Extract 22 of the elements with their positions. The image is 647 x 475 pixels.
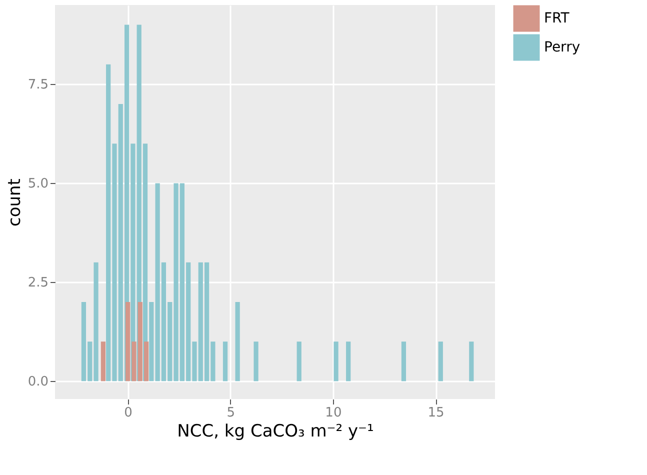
bar <box>296 342 302 382</box>
bar <box>346 342 351 382</box>
bar <box>334 342 338 382</box>
x-tick-label: 5 <box>226 406 236 420</box>
legend-label: Perry <box>544 40 580 56</box>
x-tick-label: 0 <box>124 406 132 420</box>
bar <box>469 342 474 382</box>
x-axis-title: NCC, kg CaCO₃ m⁻² y⁻¹ <box>177 422 374 442</box>
y-tick-label: 7.5 <box>28 78 48 93</box>
x-tick-label: 10 <box>325 406 342 420</box>
bar <box>401 342 406 382</box>
x-tick-label: 15 <box>428 406 444 420</box>
y-axis-title: count <box>4 178 25 226</box>
bar <box>222 342 228 382</box>
y-tick-label: 2.5 <box>28 276 48 291</box>
y-tick-label: 0.0 <box>28 374 48 390</box>
legend-label: FRT <box>544 10 570 26</box>
bar <box>254 342 258 382</box>
bar <box>438 342 443 382</box>
bar <box>235 302 240 382</box>
y-tick-label: 5.0 <box>28 176 48 192</box>
bar <box>100 342 106 382</box>
